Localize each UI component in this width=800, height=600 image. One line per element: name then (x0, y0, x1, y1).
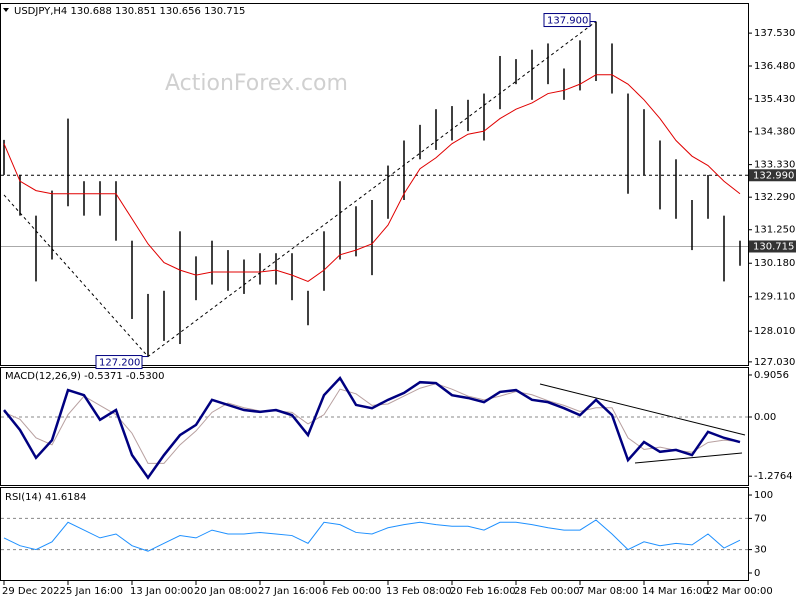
price-tag (749, 240, 796, 253)
macd-title: MACD(12,26,9) -0.5371 -0.5300 (5, 371, 165, 382)
x-tick-label: 20 Feb 16:00 (450, 586, 516, 597)
signal-line (3, 383, 741, 464)
x-tick-label: 27 Jan 16:00 (258, 586, 321, 597)
price-tag (749, 169, 796, 182)
y-tick-label: 100 (754, 490, 773, 501)
y-tick-label: 129.110 (754, 292, 795, 303)
y-tick-label: 130.180 (754, 258, 795, 269)
price-title: USDJPY,H4 130.688 130.851 130.656 130.71… (14, 6, 245, 17)
annotation-label: 137.900 (547, 16, 588, 27)
watermark: ActionForex.com (165, 71, 348, 96)
x-tick-label: 14 Mar 16:00 (642, 586, 709, 597)
annotation-box (543, 13, 591, 28)
x-tick-label: 13 Jan 00:00 (130, 586, 193, 597)
x-tick-label: 6 Feb 00:00 (322, 586, 381, 597)
macd-trend-line (539, 383, 746, 436)
title-arrow (3, 8, 9, 12)
y-tick-label: 0.00 (754, 412, 776, 423)
x-tick-label: 22 Mar 00:00 (706, 586, 773, 597)
y-tick-label: 137.530 (754, 28, 795, 39)
macd-panel (0, 367, 749, 486)
annotation-label: 127.200 (99, 358, 140, 369)
rsi-panel (0, 487, 749, 581)
y-tick-label: 135.430 (754, 94, 795, 105)
y-tick-label: 30 (754, 545, 767, 556)
y-tick-label: 131.250 (754, 225, 795, 236)
y-tick-label: -1.2764 (754, 471, 793, 482)
x-tick-label: 7 Mar 08:00 (578, 586, 638, 597)
y-tick-label: 0.9056 (754, 370, 789, 381)
rsi-title: RSI(14) 41.6184 (5, 492, 86, 503)
macd-line (3, 375, 741, 480)
macd-trend-line (634, 452, 743, 464)
y-tick-label: 127.030 (754, 357, 795, 368)
moving-average (3, 74, 741, 282)
price-panel (0, 3, 749, 366)
y-tick-label: 70 (754, 513, 767, 524)
y-tick-label: 128.010 (754, 326, 795, 337)
rsi-line (3, 519, 741, 552)
y-tick-label: 134.380 (754, 127, 795, 138)
y-tick-label: 132.290 (754, 192, 795, 203)
x-tick-label: 5 Jan 16:00 (66, 586, 123, 597)
x-tick-label: 13 Feb 08:00 (386, 586, 452, 597)
price-tag-label: 130.715 (753, 241, 794, 252)
x-tick-label: 29 Dec 2022 (2, 586, 66, 597)
x-tick-label: 20 Jan 08:00 (194, 586, 257, 597)
y-tick-label: 133.330 (754, 160, 795, 171)
y-tick-label: 0 (754, 568, 760, 579)
y-tick-label: 136.480 (754, 61, 795, 72)
annotation-box (95, 355, 143, 370)
price-tag-label: 132.990 (753, 170, 794, 181)
x-tick-label: 28 Feb 00:00 (514, 586, 580, 597)
